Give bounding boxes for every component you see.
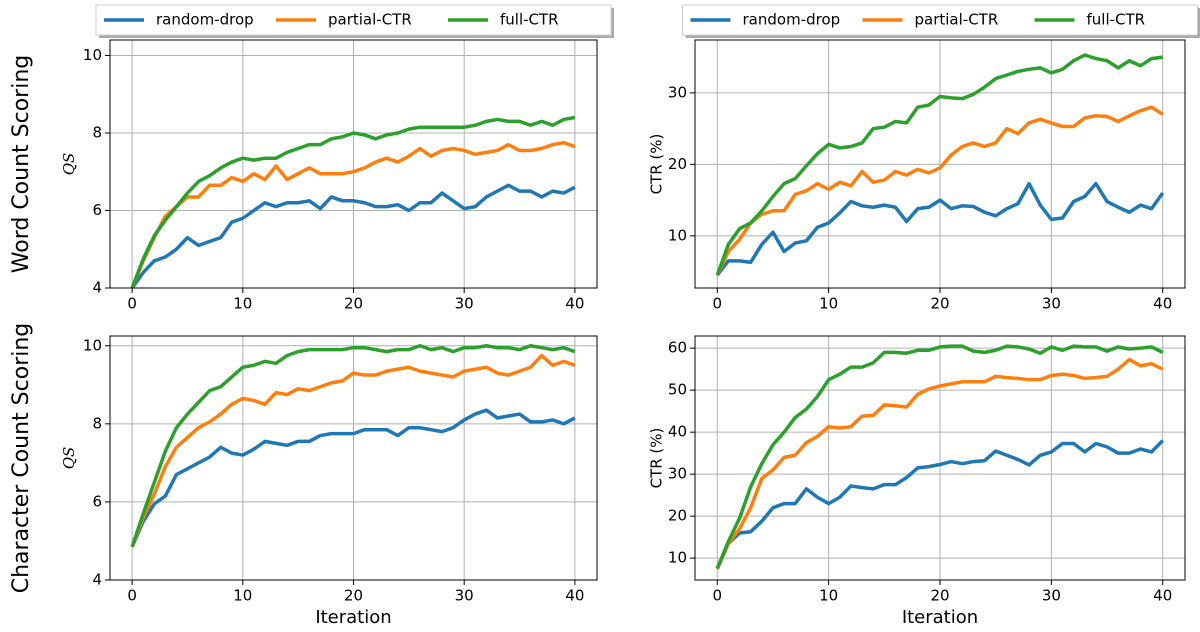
plot-frame: [694, 335, 1186, 581]
series-line: [130, 140, 576, 288]
y-tick-label: 6: [92, 492, 102, 510]
series-line: [130, 344, 576, 548]
x-tick-label: 0: [712, 587, 722, 605]
series-line: [715, 357, 1164, 570]
x-axis-label: Iteration: [315, 607, 391, 628]
x-tick-label: 10: [819, 295, 838, 313]
x-tick-label: 20: [930, 295, 949, 313]
x-tick-label: 20: [344, 587, 363, 605]
y-tick-label: 60: [668, 339, 687, 357]
y-tick-label: 30: [668, 83, 687, 101]
legend-label: random-drop: [156, 11, 254, 29]
y-tick-label: 10: [668, 549, 687, 567]
y-tick-label: 10: [83, 46, 102, 64]
series-line: [130, 183, 576, 288]
plot-frame: [694, 39, 1186, 289]
x-tick-label: 40: [1153, 295, 1172, 313]
legend-box: [682, 4, 1198, 36]
series-line: [715, 105, 1164, 276]
y-tick-label: 10: [668, 226, 687, 244]
series-line: [130, 408, 576, 548]
legend-label: random-drop: [743, 11, 841, 29]
x-axis-label: Iteration: [902, 607, 978, 628]
x-tick-label: 30: [455, 587, 474, 605]
x-tick-label: 0: [127, 295, 137, 313]
x-tick-label: 0: [127, 587, 137, 605]
y-tick-label: 8: [92, 414, 102, 432]
y-tick-label: 10: [83, 336, 102, 354]
y-tick-label: 4: [92, 571, 102, 589]
y-axis-label: CTR (%): [648, 134, 666, 195]
y-tick-label: 20: [668, 155, 687, 173]
y-tick-label: 6: [92, 201, 102, 219]
y-tick-label: 30: [668, 465, 687, 483]
x-tick-label: 40: [565, 295, 584, 313]
row-label: Word Count Scoring: [9, 55, 34, 273]
x-tick-label: 0: [712, 295, 722, 313]
legend-label: partial-CTR: [328, 11, 412, 29]
legend-label: full-CTR: [500, 11, 559, 29]
plot-frame: [109, 335, 598, 581]
x-tick-label: 20: [930, 587, 949, 605]
y-tick-label: 4: [92, 279, 102, 297]
legend-label: partial-CTR: [915, 11, 999, 29]
series-line: [715, 53, 1163, 276]
y-tick-label: 50: [668, 381, 687, 399]
x-tick-label: 30: [455, 295, 474, 313]
y-tick-label: 8: [92, 124, 102, 142]
y-axis-label: QS: [60, 447, 78, 470]
x-tick-label: 10: [233, 295, 252, 313]
series-line: [715, 344, 1164, 570]
legend-label: full-CTR: [1087, 11, 1146, 29]
y-axis-label: CTR (%): [648, 428, 666, 489]
y-axis-label: QS: [60, 153, 78, 176]
row-label: Character Count Scoring: [9, 323, 34, 594]
x-tick-label: 30: [1042, 295, 1061, 313]
series-line: [715, 439, 1164, 570]
x-tick-label: 20: [344, 295, 363, 313]
x-tick-label: 30: [1042, 587, 1061, 605]
y-tick-label: 20: [668, 507, 687, 525]
series-line: [715, 181, 1165, 277]
x-tick-label: 10: [819, 587, 838, 605]
series-line: [130, 353, 576, 548]
x-tick-label: 40: [1153, 587, 1172, 605]
x-tick-label: 10: [233, 587, 252, 605]
series-line: [130, 115, 576, 288]
legend-box: [95, 4, 612, 36]
x-tick-label: 40: [565, 587, 584, 605]
y-tick-label: 40: [668, 423, 687, 441]
plot-frame: [109, 39, 598, 289]
